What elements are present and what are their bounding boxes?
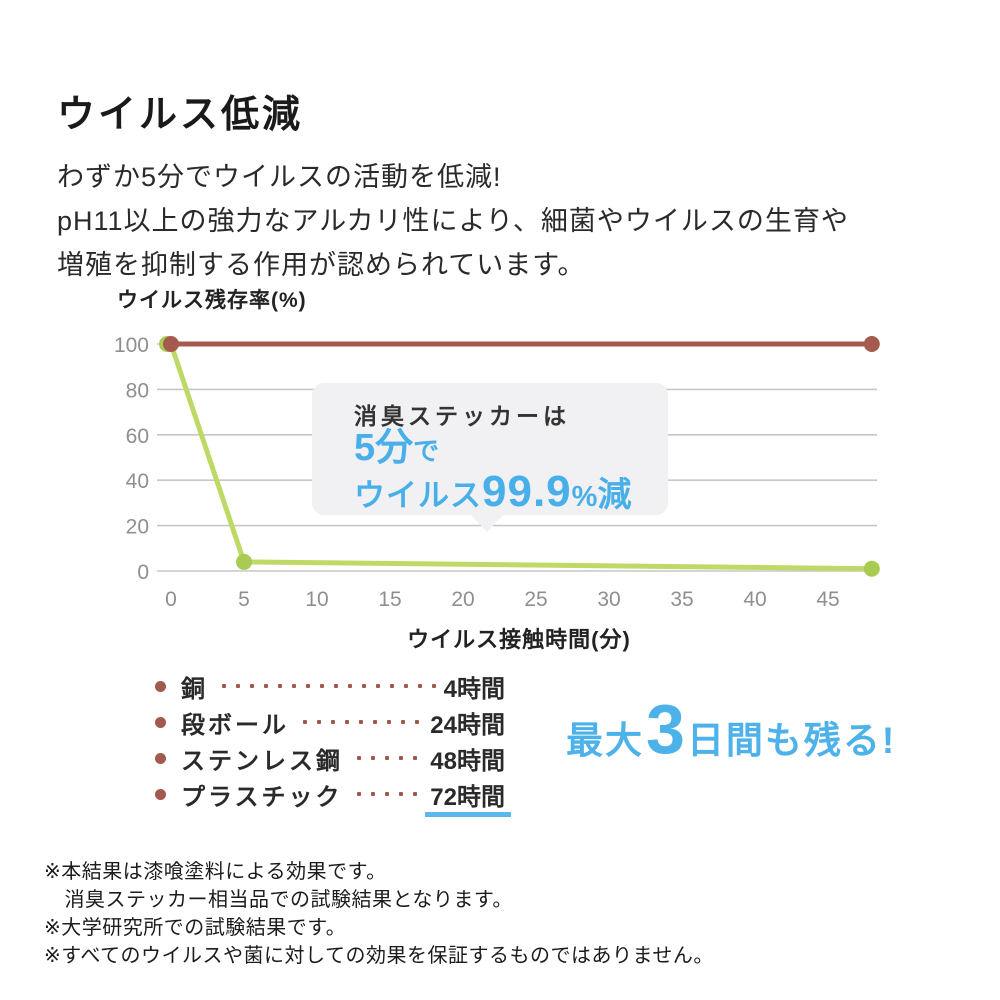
legend-row: ステンレス鋼 48時間 bbox=[155, 740, 505, 776]
x-tick-label: 0 bbox=[165, 588, 177, 611]
callout-duration-value: 5分 bbox=[354, 427, 414, 469]
x-tick-label: 10 bbox=[305, 588, 328, 611]
y-tick-label: 0 bbox=[137, 561, 149, 584]
y-tick-label: 60 bbox=[126, 425, 149, 448]
data-point-dot bbox=[163, 336, 179, 352]
x-axis-title: ウイルス接触時間(分) bbox=[407, 627, 631, 652]
footnotes: ※本結果は漆喰塗料による効果です。 消臭ステッカー相当品での試験結果となります。… bbox=[44, 858, 714, 970]
slogan-big-number: 3 bbox=[646, 690, 685, 768]
callout-bubble: 消臭ステッカーは 5分で ウイルス99.9%減 bbox=[312, 383, 668, 532]
legend-label: 銅 bbox=[181, 675, 208, 703]
callout-heading: 消臭ステッカーは bbox=[354, 403, 570, 429]
dotted-leader bbox=[299, 718, 423, 726]
legend-row: プラスチック 72時間 bbox=[155, 776, 511, 817]
callout-pointer-triangle bbox=[470, 514, 504, 532]
y-tick-label: 80 bbox=[126, 379, 149, 402]
dotted-leader bbox=[353, 754, 423, 762]
footnote-line: ※すべてのウイルスや菌に対しての効果を保証するものではありません。 bbox=[44, 945, 714, 967]
callout-reduction: ウイルス99.9%減 bbox=[354, 467, 632, 516]
y-tick-label: 40 bbox=[126, 470, 149, 493]
callout-reduction-subject: ウイルス bbox=[354, 478, 482, 513]
footnote-line: 消臭ステッカー相当品での試験結果となります。 bbox=[44, 889, 513, 911]
legend-label: プラスチック bbox=[181, 783, 343, 811]
footnote-line: ※大学研究所での試験結果です。 bbox=[44, 917, 347, 939]
x-tick-label: 40 bbox=[743, 588, 766, 611]
slogan-prefix: 最大 bbox=[566, 720, 644, 761]
legend-bullet-icon bbox=[155, 788, 166, 800]
callout-reduction-unit: % bbox=[571, 481, 598, 513]
legend-row: 銅 4時間 bbox=[155, 668, 505, 704]
legend-time: 4時間 bbox=[443, 675, 505, 703]
x-tick-label: 25 bbox=[524, 588, 547, 611]
page-title: ウイルス低減 bbox=[57, 94, 304, 137]
legend-bullet-icon bbox=[155, 752, 166, 764]
legend-label: 段ボール bbox=[181, 711, 289, 739]
x-tick-label: 5 bbox=[238, 588, 250, 611]
data-point-dot bbox=[863, 560, 880, 577]
y-axis-title: ウイルス残存率(%) bbox=[117, 289, 307, 312]
legend-time: 24時間 bbox=[430, 711, 505, 739]
dotted-leader bbox=[352, 790, 423, 798]
footnote-line: ※本結果は漆喰塗料による効果です。 bbox=[44, 861, 387, 883]
legend-time: 48時間 bbox=[430, 747, 505, 775]
callout-duration-particle: で bbox=[413, 436, 440, 466]
dotted-leader bbox=[218, 682, 436, 690]
materials-legend: 銅 4時間 段ボール 24時間 ステンレス鋼 48時間 プラスチック 72時間 bbox=[155, 668, 511, 817]
callout-duration: 5分で bbox=[354, 427, 439, 471]
x-tick-label: 45 bbox=[816, 588, 839, 611]
y-tick-label: 100 bbox=[114, 334, 149, 357]
legend-bullet-icon bbox=[155, 716, 166, 728]
x-tick-label: 30 bbox=[597, 588, 620, 611]
slogan-suffix: 日間も残る! bbox=[686, 720, 897, 761]
callout-reduction-suffix: 減 bbox=[597, 476, 632, 514]
slogan-text: 最大 3 日間も残る! bbox=[566, 694, 896, 764]
line-chart: 0 20 40 60 80 100 0 5 10 15 20 25 30 35 40 45 bbox=[114, 334, 880, 611]
legend-row: 段ボール 24時間 bbox=[155, 704, 505, 740]
data-point-dot bbox=[863, 336, 880, 352]
y-tick-label: 20 bbox=[126, 516, 149, 539]
x-tick-label: 15 bbox=[378, 588, 401, 611]
legend-bullet-icon bbox=[155, 680, 166, 692]
highlight-underline bbox=[425, 811, 511, 817]
data-point-dot bbox=[236, 553, 252, 570]
x-tick-label: 20 bbox=[451, 588, 474, 611]
callout-reduction-value: 99.9 bbox=[482, 467, 572, 516]
legend-label: ステンレス鋼 bbox=[181, 747, 343, 775]
intro-text: わずか5分でウイルスの活動を低減! pH11以上の強力なアルカリ性により、細菌や… bbox=[57, 162, 849, 280]
x-tick-label: 35 bbox=[670, 588, 693, 611]
legend-time: 72時間 bbox=[425, 777, 511, 817]
